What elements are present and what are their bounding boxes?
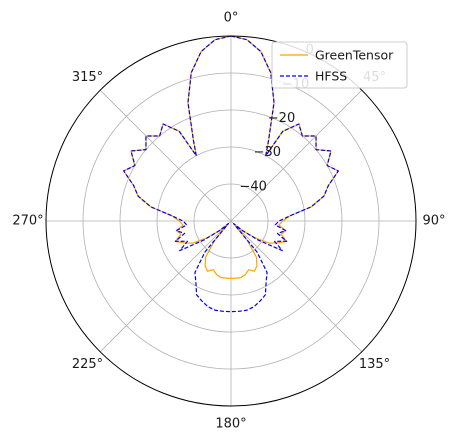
- series-line-hfss: [123, 35, 339, 313]
- theta-tick-label-90: 90°: [422, 214, 445, 229]
- r-tick-label-0: −40: [239, 179, 266, 194]
- theta-tick-label-315: 315°: [72, 70, 103, 85]
- theta-tick-label-0: 0°: [224, 11, 239, 26]
- theta-tick-label-180: 180°: [215, 417, 246, 432]
- theta-grid-line-5: [99, 220, 232, 353]
- theta-grid-line-7: [99, 89, 232, 222]
- theta-tick-label-270: 270°: [12, 214, 43, 229]
- polar-frame: [45, 35, 417, 407]
- theta-tick-label-135: 135°: [359, 357, 390, 372]
- legend-label-greentensor: GreenTensor: [315, 48, 394, 63]
- theta-grid-line-3: [230, 220, 363, 353]
- legend: GreenTensor HFSS: [271, 41, 408, 89]
- polar-grid: [46, 36, 416, 406]
- theta-tick-label-225: 225°: [72, 357, 103, 372]
- theta-tick-labels: 0°45°90°135°180°225°270°315°: [12, 11, 445, 432]
- theta-grid-line-1: [230, 89, 363, 222]
- r-tick-label-2: −20: [268, 111, 295, 126]
- series-layer: [123, 35, 339, 313]
- legend-label-hfss: HFSS: [315, 69, 347, 84]
- r-tick-label-1: −30: [254, 145, 281, 160]
